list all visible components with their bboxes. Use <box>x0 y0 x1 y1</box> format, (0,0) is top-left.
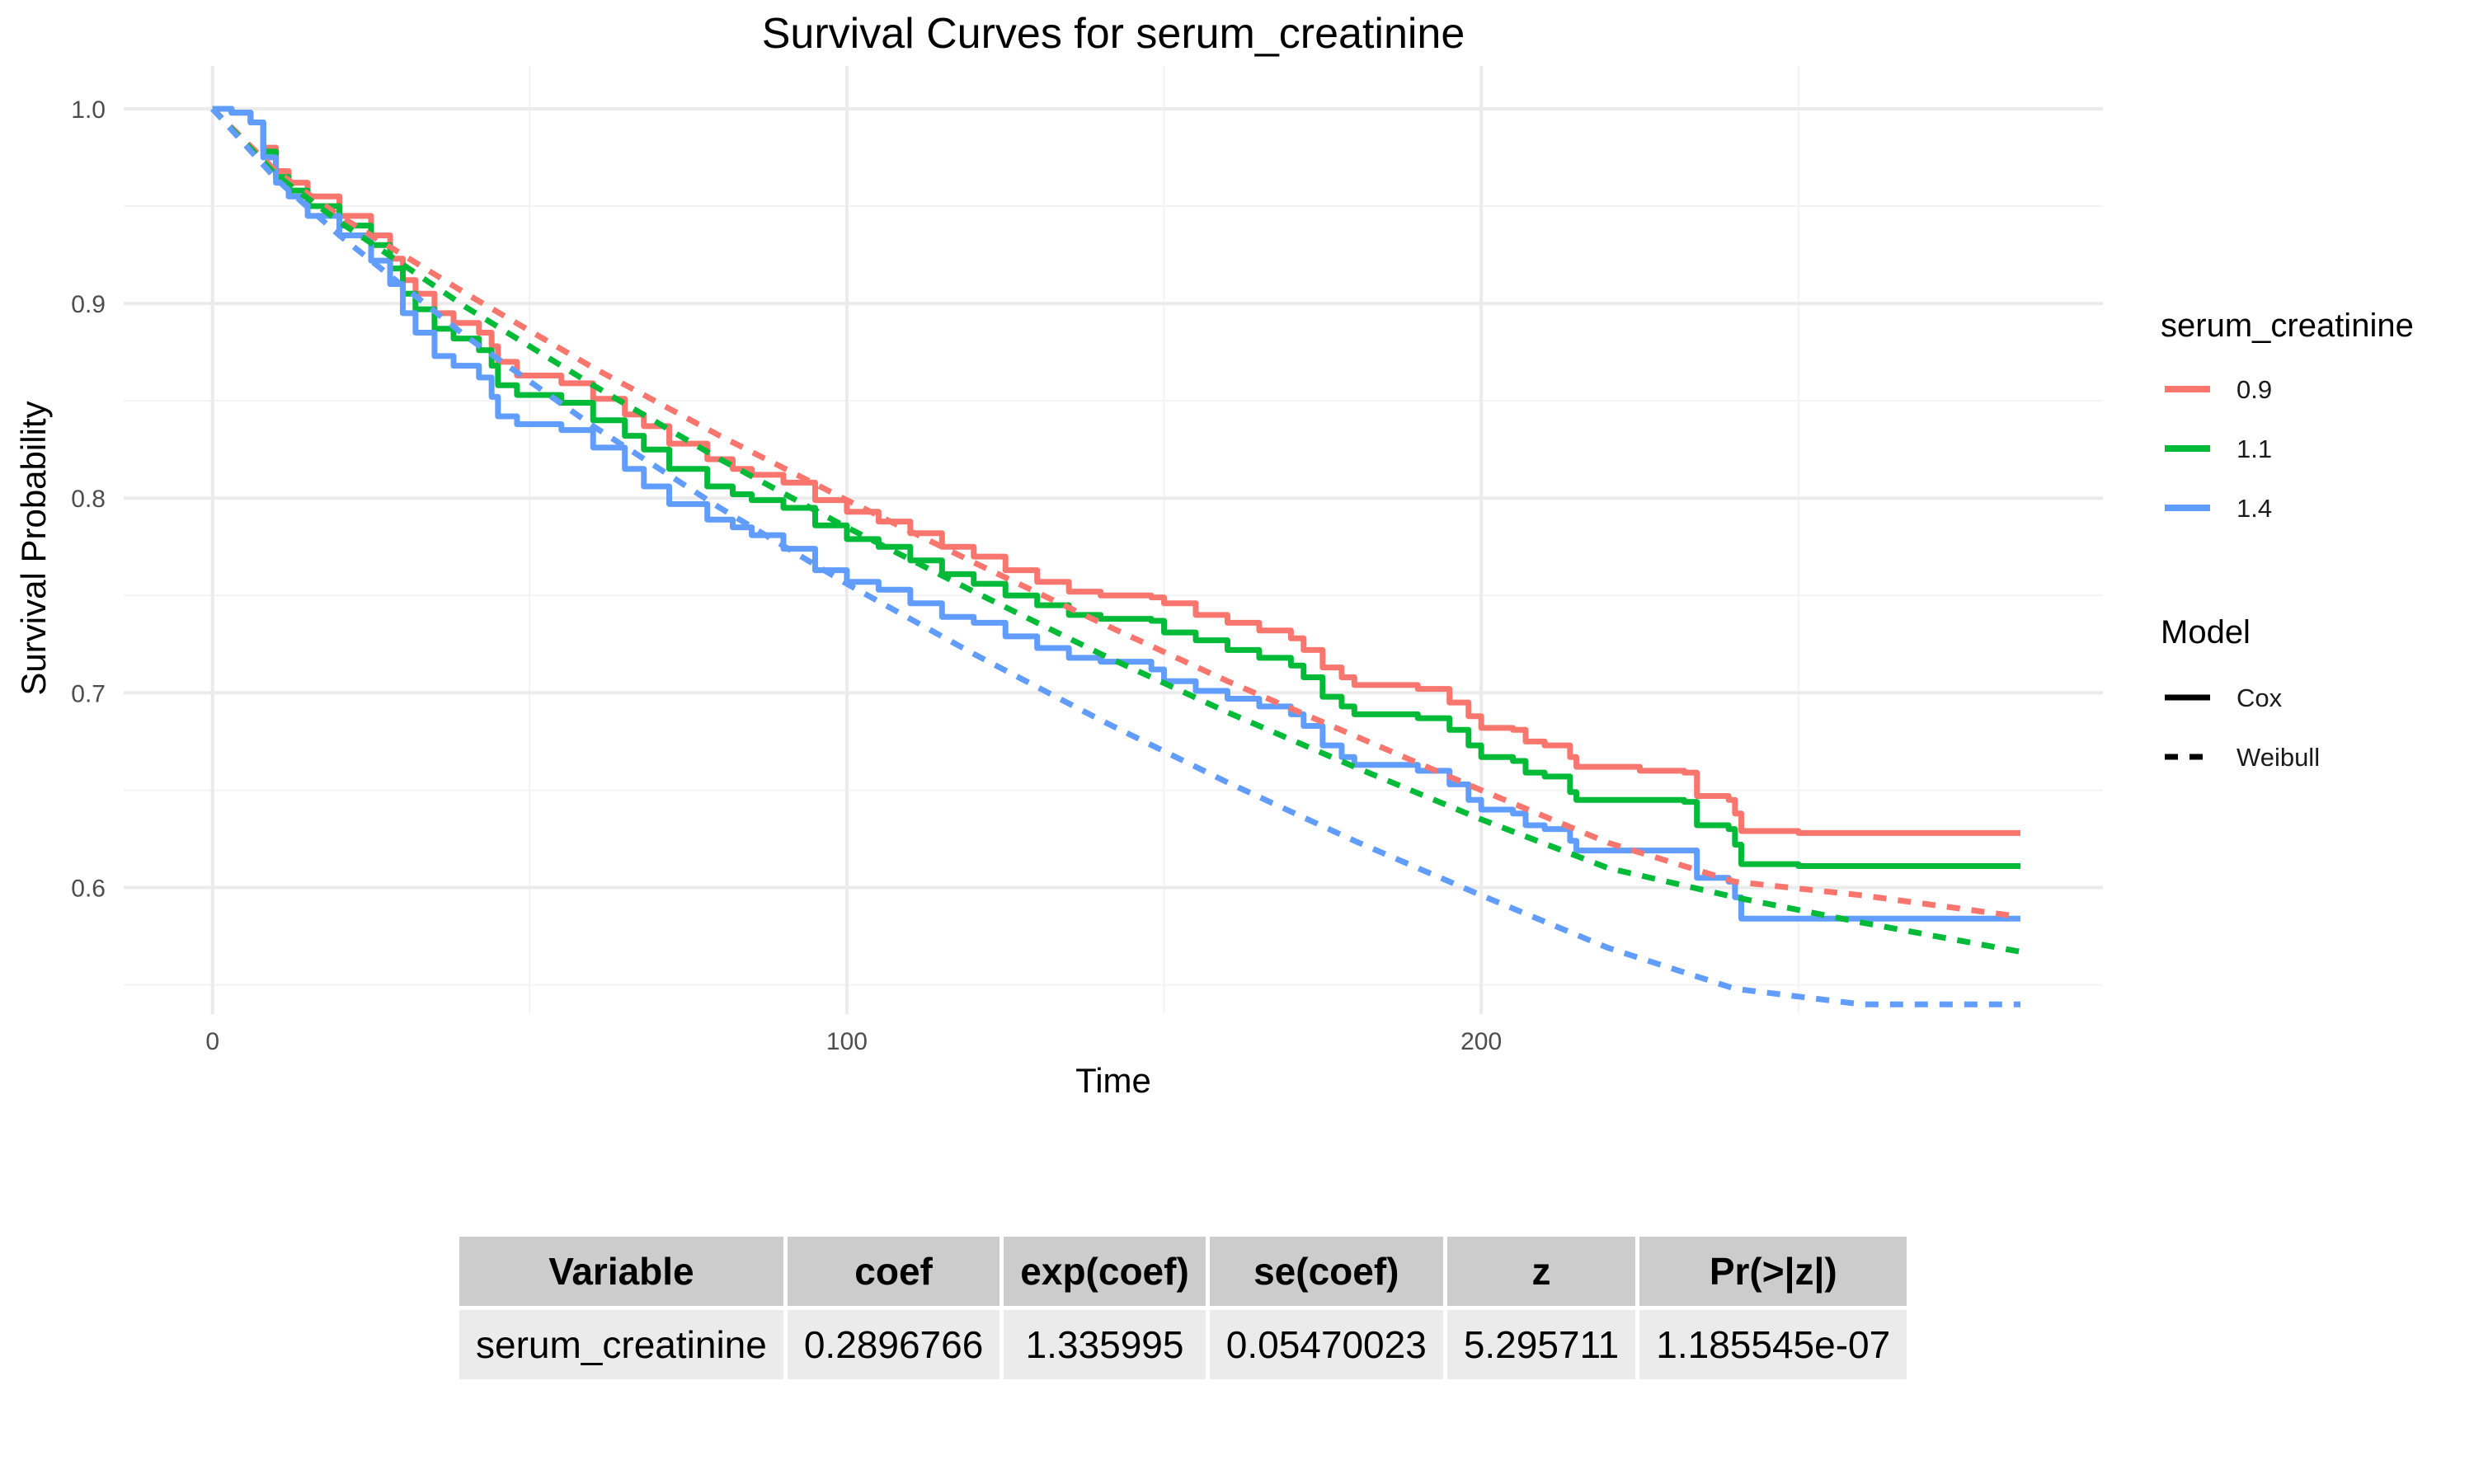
table-header-cell: se(coef) <box>1209 1237 1443 1310</box>
series-line-cox-0.9 <box>212 106 2020 836</box>
table-header-cell: z <box>1446 1237 1636 1310</box>
y-tick-label: 0.9 <box>71 291 106 318</box>
legend-color-entries: 0.9 1.1 1.4 <box>2165 375 2272 523</box>
table-header-cell: exp(coef) <box>1004 1237 1206 1310</box>
legend-color-label: 1.1 <box>2236 434 2272 463</box>
table-cell: 1.185545e-07 <box>1639 1310 1907 1379</box>
legend-color-label: 0.9 <box>2236 375 2272 404</box>
grid-minor <box>124 66 2103 1014</box>
legend: serum_creatinine 0.9 1.1 1.4 Model Cox Weib… <box>2161 308 2414 772</box>
table-header-row: Variable coef exp(coef) se(coef) z Pr(>|z|) <box>459 1237 1907 1310</box>
table-row: serum_creatinine 0.2896766 1.335995 0.05470… <box>459 1310 1907 1379</box>
x-tick-label: 0 <box>205 1028 219 1055</box>
table-header-cell: Variable <box>459 1237 783 1310</box>
series-line-weibull-1.1 <box>210 106 2021 955</box>
series-line-cox-1.4 <box>212 106 2020 922</box>
legend-linetype-label: Cox <box>2236 683 2283 712</box>
series-line-weibull-0.9 <box>210 106 2021 920</box>
table-cell: 1.335995 <box>1004 1310 1206 1379</box>
table-cell: 0.05470023 <box>1209 1310 1443 1379</box>
y-tick-label: 1.0 <box>71 96 106 124</box>
y-tick-label: 0.8 <box>71 486 106 513</box>
series-layer <box>210 106 2021 1007</box>
table-cell: 0.2896766 <box>787 1310 1000 1379</box>
y-tick-label: 0.6 <box>71 876 106 903</box>
series-line-cox-1.1 <box>212 106 2020 870</box>
legend-linetype-label: Weibull <box>2236 743 2320 772</box>
legend-color-title: serum_creatinine <box>2161 308 2414 344</box>
table-cell: serum_creatinine <box>459 1310 783 1379</box>
grid-major <box>124 66 2103 1014</box>
table-header-cell: coef <box>787 1237 1000 1310</box>
x-tick-label: 200 <box>1460 1028 1502 1055</box>
y-tick-label: 0.7 <box>71 680 106 707</box>
stats-table: Variable coef exp(coef) se(coef) z Pr(>|z|) s… <box>455 1237 1911 1379</box>
x-axis-title: Time <box>1075 1061 1151 1100</box>
legend-linetype-title: Model <box>2161 614 2251 650</box>
x-tick-label: 100 <box>826 1028 868 1055</box>
series-line-weibull-1.4 <box>210 106 2020 1007</box>
y-axis-title: Survival Probability <box>14 401 53 695</box>
ticks-layer: 0 100 200 0.6 0.7 0.8 0.9 1.0 <box>71 96 1502 1055</box>
legend-linetype-entries: Cox Weibull <box>2165 683 2320 772</box>
table-cell: 5.295711 <box>1446 1310 1636 1379</box>
legend-color-label: 1.4 <box>2236 494 2272 523</box>
table-header-cell: Pr(>|z|) <box>1639 1237 1907 1310</box>
chart-title: Survival Curves for serum_creatinine <box>762 10 1465 58</box>
